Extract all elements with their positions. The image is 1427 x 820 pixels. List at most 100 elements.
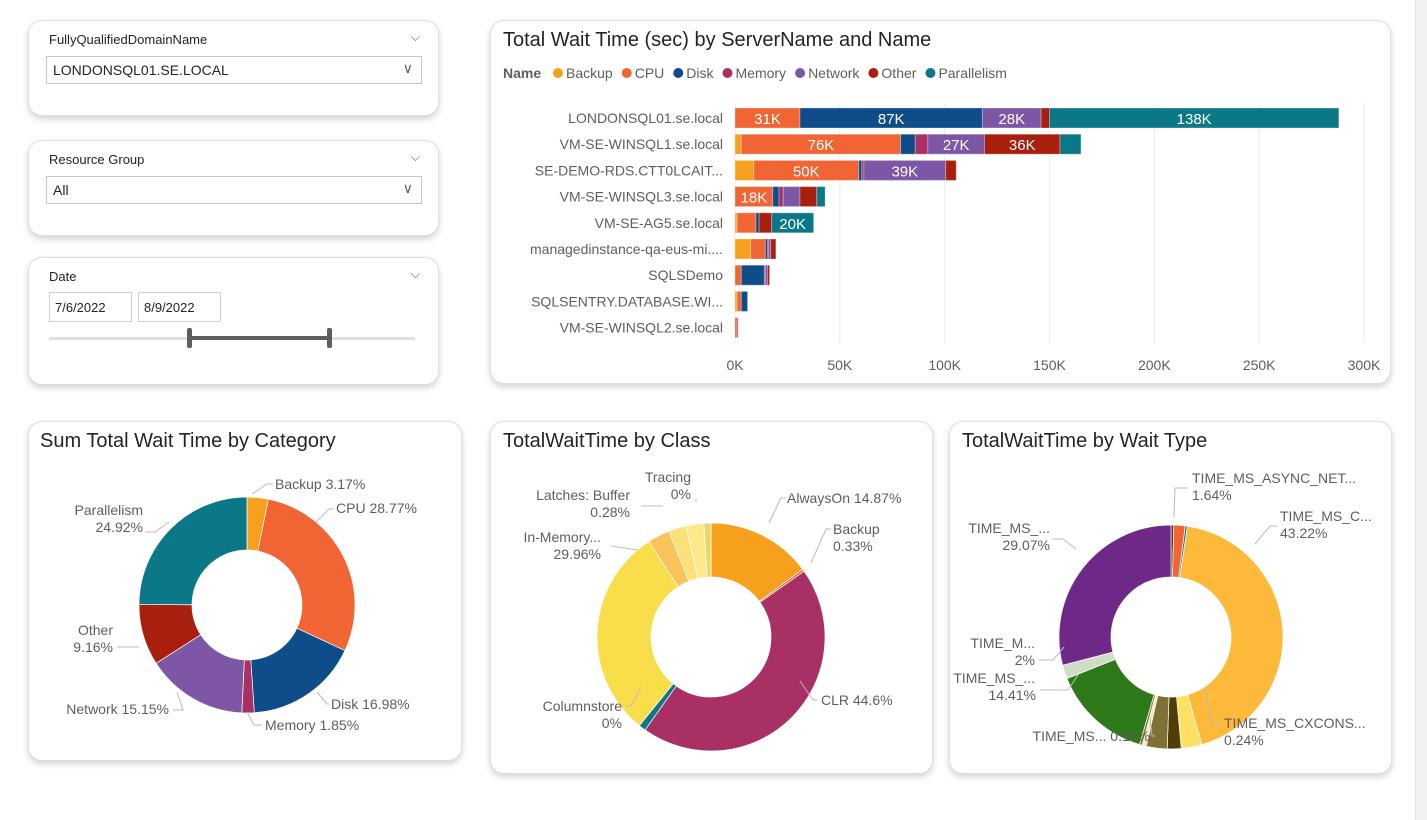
slice-label: Parallelism [75,502,143,518]
slice-label: CPU 28.77% [336,500,417,516]
slice-label: TIME_MS_ASYNC_NET... [1192,470,1356,486]
category-donut-card: Sum Total Wait Time by Category Backup 3… [28,421,462,761]
bar-segment-parallelism [771,212,815,234]
data-label: 138K [1177,111,1212,128]
bar-segment-memory [914,133,929,155]
slicer-label: Resource Group [49,152,145,167]
date-slider-start-handle[interactable] [186,328,192,348]
page-scrollbar[interactable] [1415,0,1427,820]
donut-slice [644,570,826,752]
legend-marker [621,68,632,78]
chart-title: TotalWaitTime by Class [503,430,711,452]
x-tick-label: 50K [827,357,853,373]
legend-item: Memory [736,65,787,81]
leader-line [810,528,831,564]
leader-line [768,497,785,524]
chevron-down-icon: ∨ [402,180,413,196]
category-label: SQLSENTRY.DATABASE.WI... [531,293,723,309]
leader-line [1039,646,1065,661]
chevron-down-icon: ∨ [402,60,413,76]
fqdn-dropdown[interactable]: LONDONSQL01.SE.LOCAL ∨ [46,56,422,84]
legend-marker [673,68,684,78]
leader-line [1149,717,1155,737]
bar-chart-card: Total Wait Time (sec) by ServerName and … [490,20,1391,384]
bar-segment-parallelism [816,186,826,208]
date-slider-track[interactable] [49,328,415,348]
bar-segment-parallelism [1049,107,1340,129]
legend-item: Disk [686,65,714,81]
slice-value: 0.28% [590,504,630,520]
slice-value: 24.92% [96,519,143,535]
chevron-down-icon[interactable]: ⌵ [410,267,420,281]
slice-label: TIME_MS_... [968,520,1050,536]
slice-label: CLR 44.6% [821,692,893,708]
category-label: managedinstance-qa-eus-mi.... [530,241,723,257]
leader-line [799,680,817,701]
legend-marker [868,68,879,78]
slice-value: 29.07% [1003,537,1050,553]
leader-line [1254,525,1277,545]
bar-segment-other [1040,107,1051,129]
date-slicer: Date ⌵ 7/6/2022 8/9/2022 [28,257,439,385]
category-label: VM-SE-AG5.se.local [595,215,723,231]
data-label: 76K [808,137,835,154]
slice-value: 29.96% [554,546,601,562]
slice-value: 0% [602,715,622,731]
chevron-down-icon[interactable]: ⌵ [410,30,420,44]
leader-line [315,508,334,523]
slice-label: TIME_MS... 0.15% [1033,728,1150,744]
wait-type-donut-chart: TIME_MS_ASYNC_NET...1.64% TIME_MS_C...43.… [953,470,1372,750]
legend-marker [553,68,563,78]
category-label: SQLSDemo [648,267,723,283]
data-label: 28K [998,111,1025,128]
slice-label: TIME_M... [970,635,1035,651]
bar-chart: Name Backup CPU Disk Memory Network Other Paral… [503,65,1381,373]
slice-label: TIME_MS_CXCONS... [1224,715,1366,731]
legend-marker [925,68,936,78]
slice-value: 0.33% [833,538,873,554]
slice-value: 1.64% [1192,487,1232,503]
resource-group-dropdown[interactable]: All ∨ [46,176,422,204]
leader-line [316,691,329,705]
resource-group-slicer: Resource Group ⌵ All ∨ [28,140,439,236]
bar-segment-disk [772,186,780,208]
slice-value: 14.41% [989,687,1036,703]
donut-slice [257,498,356,652]
date-slider-range [188,336,329,340]
bar-segment-cpu [736,212,757,234]
category-label: SE-DEMO-RDS.CTT0LCAIT... [535,162,723,178]
leader-line [1040,674,1079,691]
end-date-input[interactable]: 8/9/2022 [138,292,221,322]
donut-slice [1058,524,1172,666]
data-label: 20K [779,216,806,233]
legend-marker [795,68,806,78]
category-label: VM-SE-WINSQL1.se.local [560,136,723,152]
slice-label: TIME_MS_... [953,670,1035,686]
bar-segment-parallelism [1059,133,1082,155]
category-donut-chart: Backup 3.17% CPU 28.77% Disk 16.98% Memory … [66,476,417,733]
data-label: 87K [878,111,905,128]
start-date-input[interactable]: 7/6/2022 [49,292,132,322]
slice-label: Backup 3.17% [275,476,365,492]
dropdown-value: All [53,182,69,198]
chevron-down-icon[interactable]: ⌵ [410,150,420,164]
date-slider-end-handle[interactable] [326,328,332,348]
slice-label: Latches: Buffer [536,487,630,503]
slice-label: AlwaysOn 14.87% [787,490,901,506]
legend-item: CPU [635,65,665,81]
chart-title: Sum Total Wait Time by Category [40,430,336,452]
x-tick-label: 200K [1138,357,1171,373]
data-label: 39K [891,163,918,180]
data-label: 31K [754,111,781,128]
bar-segment-disk [740,264,765,286]
donut-slice [596,541,679,727]
slice-label: Disk 16.98% [331,696,410,712]
x-tick-label: 150K [1033,357,1066,373]
slice-label: Backup [833,521,880,537]
wait-type-donut-card: TotalWaitTime by Wait Type TIME_MS_ASYNC… [949,421,1392,774]
slice-value: 9.16% [73,639,113,655]
chart-title: Total Wait Time (sec) by ServerName and … [503,29,932,51]
donut-slice [138,496,248,606]
leader-line [626,686,642,707]
data-label: 27K [943,137,970,154]
